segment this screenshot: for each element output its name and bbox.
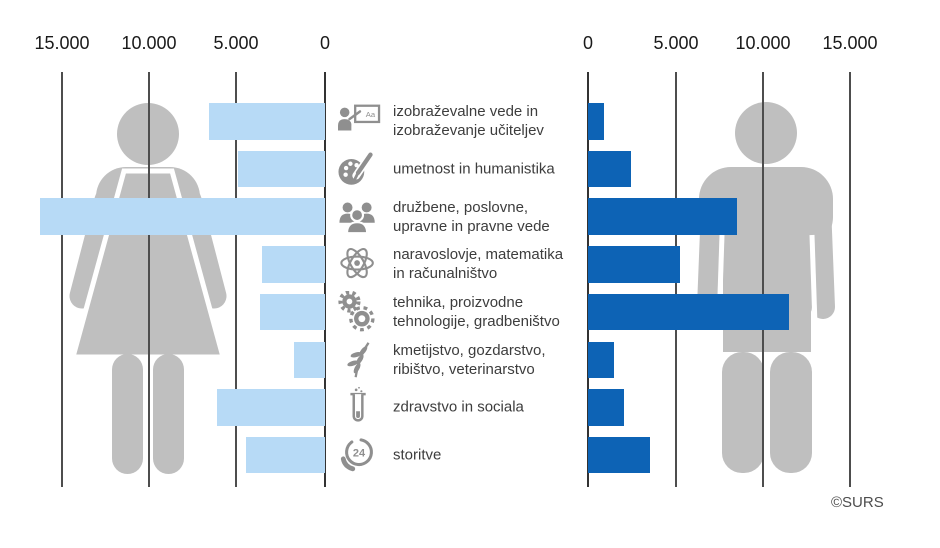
palette-icon: [336, 148, 382, 190]
women-bar: [260, 293, 325, 331]
gridline-right-15000: [849, 72, 851, 487]
gridline-left-15000: [61, 72, 63, 487]
axis-tick-label: 15.000: [822, 33, 878, 53]
axis-tick-label: 5.000: [213, 33, 259, 53]
category-label: storitve: [393, 446, 442, 464]
phone-24-icon: 24: [336, 434, 382, 476]
atom-icon: [336, 243, 382, 285]
gridline-right-10000: [762, 72, 764, 487]
gears-icon: [336, 291, 382, 333]
gridline-left-0: [324, 72, 326, 487]
axis-tick-label: 0: [319, 33, 331, 53]
women-bar: [293, 341, 325, 378]
women-bar: [246, 436, 325, 474]
women-bar: [238, 150, 325, 188]
men-bar: [588, 389, 624, 426]
source-credit: ©SURS: [831, 494, 884, 511]
people-group-icon: [336, 196, 382, 238]
wheat-icon: [336, 339, 382, 381]
women-bar: [39, 198, 325, 235]
man-silhouette: [697, 102, 835, 473]
gridline-left-10000: [148, 72, 150, 487]
test-tube-icon: [336, 386, 382, 428]
women-bar: [216, 389, 325, 426]
category-label: naravoslovje, matematika in računalništv…: [393, 246, 564, 283]
category-label: kmetijstvo, gozdarstvo, ribištvo, veteri…: [393, 341, 546, 378]
axis-tick-label: 10.000: [121, 33, 177, 53]
svg-text:Aa: Aa: [366, 110, 376, 119]
category-label: tehnika, proizvodne tehnologije, gradben…: [393, 294, 560, 331]
axis-tick-label: 15.000: [34, 33, 90, 53]
women-bar: [208, 103, 325, 140]
teacher-board-icon: Aa: [336, 100, 382, 142]
men-bar: [588, 150, 631, 188]
gridline-left-5000: [235, 72, 237, 487]
category-label: izobraževalne vede in izobraževanje učit…: [393, 103, 544, 140]
category-label: družbene, poslovne, upravne in pravne ve…: [393, 198, 550, 235]
men-bar: [588, 246, 680, 283]
category-label: umetnost in humanistika: [393, 160, 555, 178]
axis-tick-label: 10.000: [735, 33, 791, 53]
svg-text:24: 24: [353, 448, 366, 460]
category-label: zdravstvo in sociala: [393, 398, 524, 416]
women-bar: [262, 246, 325, 283]
axis-tick-label: 5.000: [653, 33, 699, 53]
men-bar: [588, 341, 615, 378]
axis-tick-label: 0: [582, 33, 594, 53]
men-bar: [588, 103, 604, 140]
men-bar: [588, 436, 651, 474]
